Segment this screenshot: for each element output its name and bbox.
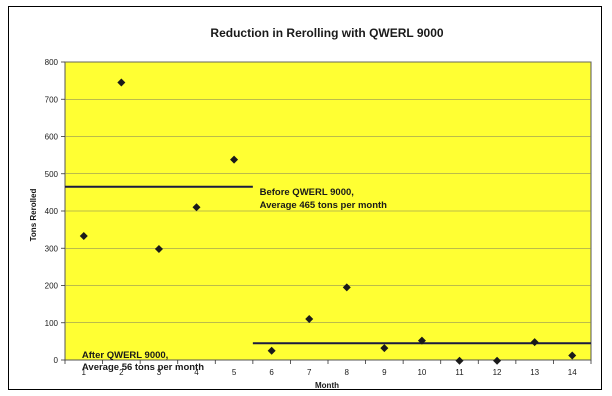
data-point <box>117 78 126 87</box>
data-point <box>417 336 426 345</box>
x-tick-label: 7 <box>307 368 312 377</box>
data-point <box>380 344 389 353</box>
x-tick-label: 12 <box>493 368 502 377</box>
x-tick-label: 3 <box>157 368 162 377</box>
y-tick-label: 300 <box>45 244 59 253</box>
data-point <box>455 356 464 365</box>
before-annotation-line1: Before QWERL 9000, <box>260 187 354 198</box>
x-tick-label: 5 <box>232 368 237 377</box>
y-tick-label: 500 <box>45 170 59 179</box>
chart-title: Reduction in Rerolling with QWERL 9000 <box>210 26 443 40</box>
data-point <box>568 351 577 360</box>
data-point <box>79 231 88 240</box>
data-point <box>154 244 163 253</box>
data-point <box>342 283 351 292</box>
before-annotation-line2: Average 465 tons per month <box>260 200 388 211</box>
y-axis-label: Tons Rerolled <box>29 189 38 242</box>
y-tick-labels: 0 100 200 300 400 500 600 700 800 <box>45 58 59 365</box>
x-tick-label: 11 <box>455 368 464 377</box>
chart-frame: 0 100 200 300 400 500 600 700 800 1 2 3 4 5 6 7 8 9 10 11 1… <box>8 6 602 390</box>
data-point <box>493 356 502 365</box>
gridlines <box>61 61 592 364</box>
y-tick-label: 100 <box>45 319 59 328</box>
x-tick-labels: 1 2 3 4 5 6 7 8 9 10 11 12 13 14 <box>82 368 578 377</box>
annotations: Before QWERL 9000, Average 465 tons per m… <box>82 187 387 373</box>
x-tick-label: 13 <box>530 368 539 377</box>
x-tick-label: 6 <box>269 368 274 377</box>
x-tick-label: 4 <box>194 368 199 377</box>
y-tick-label: 0 <box>54 356 59 365</box>
y-tick-label: 600 <box>45 133 59 142</box>
y-tick-label: 800 <box>45 58 59 67</box>
x-tick-label: 2 <box>119 368 124 377</box>
data-point <box>230 155 239 164</box>
x-tick-label: 1 <box>82 368 87 377</box>
data-point <box>192 203 201 212</box>
x-tick-label: 8 <box>345 368 350 377</box>
data-point <box>305 315 314 324</box>
y-tick-label: 700 <box>45 95 59 104</box>
x-axis-label: Month <box>315 381 339 390</box>
y-tick-label: 400 <box>45 207 59 216</box>
data-point <box>267 346 276 355</box>
data-point <box>530 338 539 347</box>
x-tick-label: 10 <box>417 368 426 377</box>
y-tick-label: 200 <box>45 282 59 291</box>
after-annotation-line2: Average 56 tons per month <box>82 362 204 373</box>
data-points <box>79 78 577 365</box>
x-tick-label: 9 <box>382 368 387 377</box>
x-tick-label: 14 <box>568 368 577 377</box>
after-annotation-line1: After QWERL 9000, <box>82 350 168 361</box>
